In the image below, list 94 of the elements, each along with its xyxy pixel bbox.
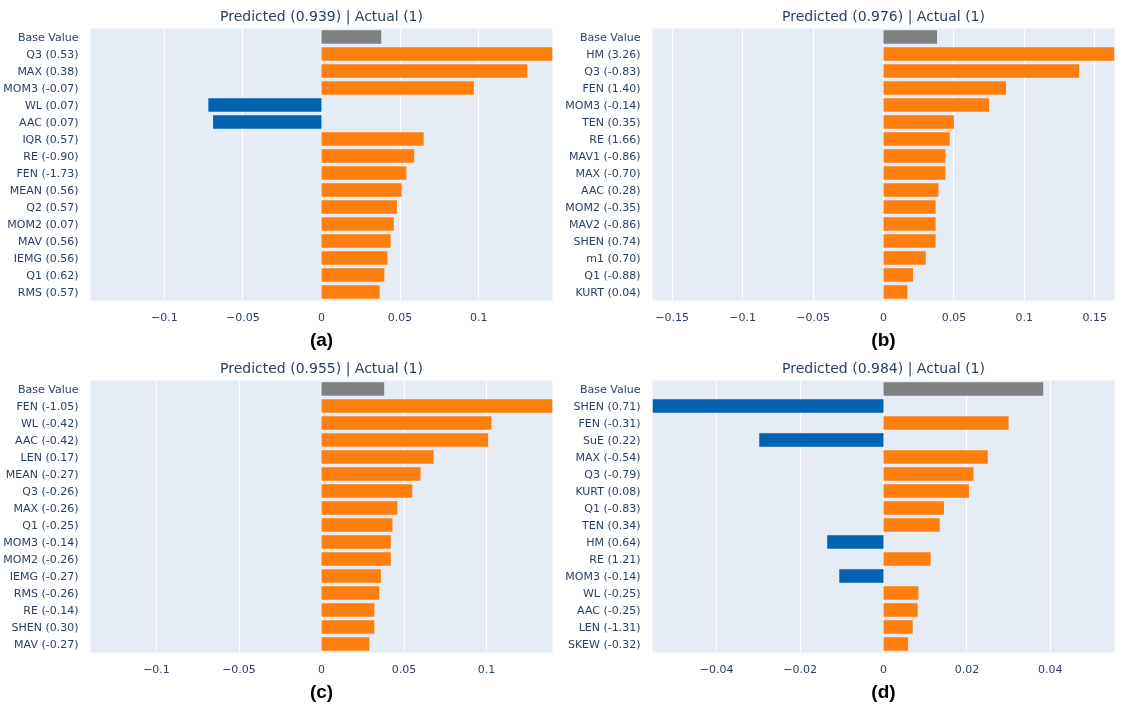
- x-tick-label: −0.1: [729, 310, 757, 324]
- x-tick-label: 0: [880, 310, 887, 324]
- text: (a): [309, 328, 334, 350]
- y-tick-label: IEMG (0.56): [13, 251, 79, 265]
- y-tick-label: Q1 (-0.83): [584, 501, 641, 515]
- y-tick-label: KURT (0.08): [575, 484, 641, 498]
- y-tick-label: WL (0.07): [24, 98, 79, 112]
- y-tick-label: Q1 (-0.25): [22, 518, 79, 532]
- x-tick-label: −0.02: [783, 662, 817, 676]
- y-tick-label: SKEW (-0.32): [567, 637, 641, 651]
- y-tick-label: MAX (-0.26): [13, 501, 79, 515]
- x-tick-label: 0.05: [941, 310, 967, 324]
- y-tick-label: MAV (-0.27): [14, 637, 79, 651]
- y-tick-label: Base Value: [580, 30, 641, 44]
- x-tick-label: −0.05: [796, 310, 830, 324]
- y-tick-label: Q1 (0.62): [26, 268, 79, 282]
- y-tick-label: HM (0.64): [586, 535, 641, 549]
- y-tick-label: FEN (-1.05): [16, 399, 79, 413]
- y-tick-label: m1 (0.70): [586, 251, 641, 265]
- y-tick-label: AAC (-0.25): [577, 603, 641, 617]
- x-tick-label: 0.02: [954, 662, 980, 676]
- y-tick-label: RE (1.21): [589, 552, 641, 566]
- y-tick-label: MAV (0.56): [18, 234, 79, 248]
- y-tick-label: IEMG (-0.27): [9, 569, 79, 583]
- y-tick-label: FEN (-1.73): [16, 166, 79, 180]
- y-tick-label: AAC (0.28): [581, 183, 641, 197]
- y-tick-label: KURT (0.04): [575, 285, 641, 299]
- y-tick-label: MOM2 (-0.26): [3, 552, 79, 566]
- x-tick-label: 0.05: [387, 310, 413, 324]
- x-tick-label: 0.1: [1015, 310, 1034, 324]
- text: (b): [871, 328, 896, 350]
- y-tick-label: MEAN (-0.27): [5, 467, 79, 481]
- y-tick-label: RE (-0.90): [23, 149, 79, 163]
- y-tick-label: LEN (0.17): [20, 450, 79, 464]
- x-tick-label: 0.1: [477, 662, 496, 676]
- y-tick-label: TEN (0.35): [581, 115, 641, 129]
- y-tick-label: TEN (0.34): [581, 518, 641, 532]
- chart-title: Predicted (0.976) | Actual (1): [782, 7, 985, 25]
- y-tick-label: MEAN (0.56): [9, 183, 79, 197]
- y-tick-label: SuE (0.22): [583, 433, 641, 447]
- y-tick-label: FEN (1.40): [582, 81, 641, 95]
- y-tick-label: WL (-0.25): [582, 586, 641, 600]
- y-tick-label: RE (1.66): [589, 132, 641, 146]
- x-tick-label: 0: [318, 662, 325, 676]
- chart-title: Predicted (0.955) | Actual (1): [220, 359, 423, 377]
- y-tick-label: SHEN (0.71): [573, 399, 641, 413]
- x-tick-label: 0.04: [1038, 662, 1063, 676]
- y-tick-label: SHEN (0.30): [11, 620, 79, 634]
- y-tick-label: SHEN (0.74): [573, 234, 641, 248]
- x-tick-label: 0.1: [469, 310, 488, 324]
- x-tick-label: −0.05: [226, 310, 260, 324]
- x-tick-label: −0.15: [655, 310, 690, 324]
- y-tick-label: MOM2 (0.07): [7, 217, 79, 231]
- y-tick-label: Q3 (-0.79): [584, 467, 641, 481]
- y-tick-label: MAX (0.38): [17, 64, 79, 78]
- y-tick-label: MOM3 (-0.14): [3, 535, 79, 549]
- y-tick-label: MAV2 (-0.86): [569, 217, 641, 231]
- y-tick-label: RE (-0.14): [23, 603, 79, 617]
- y-tick-label: Q3 (-0.26): [22, 484, 79, 498]
- chart-title: Predicted (0.939) | Actual (1): [220, 7, 423, 25]
- y-tick-label: MAX (-0.70): [575, 166, 641, 180]
- y-tick-label: AAC (0.07): [19, 115, 79, 129]
- y-tick-label: RMS (0.57): [17, 285, 79, 299]
- y-tick-label: LEN (-1.31): [578, 620, 641, 634]
- y-tick-label: Base Value: [18, 30, 79, 44]
- x-tick-label: −0.1: [151, 310, 178, 324]
- y-tick-label: Base Value: [18, 382, 79, 396]
- y-tick-label: MOM3 (-0.14): [565, 569, 641, 583]
- y-tick-label: WL (-0.42): [20, 416, 79, 430]
- x-tick-label: 0: [880, 662, 887, 676]
- y-tick-label: Q3 (-0.83): [584, 64, 641, 78]
- x-tick-label: −0.05: [222, 662, 256, 676]
- y-tick-label: Q2 (0.57): [26, 200, 79, 214]
- x-tick-label: 0.05: [391, 662, 417, 676]
- y-tick-label: FEN (-0.31): [578, 416, 641, 430]
- y-tick-label: MOM2 (-0.35): [565, 200, 641, 214]
- text: (d): [871, 680, 896, 702]
- y-tick-label: Q1 (-0.88): [584, 268, 641, 282]
- text: (c): [309, 680, 334, 702]
- y-tick-label: MAX (-0.54): [575, 450, 641, 464]
- y-tick-label: RMS (-0.26): [13, 586, 79, 600]
- x-tick-label: −0.04: [699, 662, 734, 676]
- y-tick-label: Q3 (0.53): [26, 47, 79, 61]
- y-tick-label: MAV1 (-0.86): [569, 149, 641, 163]
- y-tick-label: MOM3 (-0.07): [3, 81, 79, 95]
- x-tick-label: 0.15: [1082, 310, 1108, 324]
- x-tick-label: −0.1: [143, 662, 170, 676]
- y-tick-label: IQR (0.57): [22, 132, 79, 146]
- chart-title: Predicted (0.984) | Actual (1): [782, 359, 985, 377]
- x-tick-label: 0: [318, 310, 325, 324]
- y-tick-label: Base Value: [580, 382, 641, 396]
- y-tick-label: AAC (-0.42): [15, 433, 79, 447]
- y-tick-label: MOM3 (-0.14): [565, 98, 641, 112]
- y-tick-label: HM (3.26): [586, 47, 641, 61]
